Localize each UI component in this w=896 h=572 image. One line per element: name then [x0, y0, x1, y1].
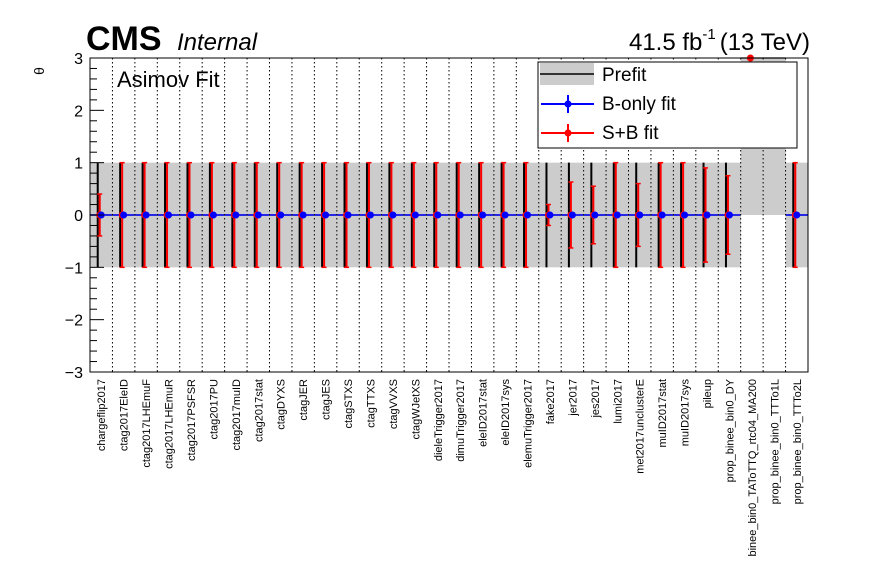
legend-bonly-marker	[564, 100, 572, 108]
x-tick-label: chargeflip2017	[96, 379, 108, 451]
bonly-point	[411, 211, 419, 219]
points	[96, 54, 801, 219]
bonly-point	[232, 211, 240, 219]
bonly-point	[366, 211, 374, 219]
bonly-point	[142, 211, 150, 219]
bonly-point	[658, 211, 666, 219]
x-tick-label: ctag2017PU	[208, 379, 220, 440]
bonly-point	[254, 211, 262, 219]
legend-bonly-label: B-only fit	[602, 94, 677, 115]
lumi-value: 41.5 fb	[629, 29, 702, 56]
bonly-point	[277, 211, 285, 219]
x-tick-label: ctagWJetXS	[410, 379, 422, 440]
x-tick-label: ctagSTXS	[343, 379, 355, 429]
bonly-point	[456, 211, 464, 219]
x-tick-label: ctagTTXS	[365, 379, 377, 428]
x-tick-label: fake2017	[545, 379, 557, 424]
x-tick-label: ctagDYXS	[276, 379, 288, 430]
legend-prefit-label: Prefit	[602, 65, 647, 86]
y-tick-label: −3	[65, 365, 83, 382]
x-tick-label: jer2017	[567, 379, 579, 417]
bonly-point	[793, 211, 801, 219]
bonly-point	[344, 211, 352, 219]
x-tick-label: met2017unclusterE	[635, 379, 647, 474]
bonly-point	[591, 211, 599, 219]
x-tick-label: prop_binee_bin0_TTTo2L	[792, 379, 804, 504]
x-tick-label: lumi2017	[612, 379, 624, 424]
legend-spb-label: S+B fit	[602, 123, 659, 144]
x-tick-label: ctag2017EleID	[119, 379, 131, 451]
y-tick-label: 0	[74, 208, 83, 225]
x-tick-label: ctag2017LHEmuR	[164, 379, 176, 469]
bonly-point	[681, 211, 689, 219]
bonly-point	[187, 211, 195, 219]
prefit-bands	[90, 57, 809, 268]
asimov-fit-label: Asimov Fit	[117, 67, 220, 92]
bonly-point	[120, 211, 128, 219]
x-tick-label: ctagVVXS	[388, 379, 400, 429]
x-tick-label: dimuTrigger2017	[455, 379, 467, 462]
y-tick-label: −1	[65, 260, 83, 277]
y-tick-label: 1	[74, 156, 83, 173]
x-tick-label: ctagJES	[321, 379, 333, 420]
bonly-point	[501, 211, 509, 219]
bonly-point	[703, 211, 711, 219]
bonly-point	[299, 211, 307, 219]
x-tick-label: jes2017	[590, 379, 602, 419]
x-tick-label: eleID2017sys	[500, 379, 512, 446]
x-tick-label: elemuTrigger2017	[523, 379, 535, 468]
legend-spb-marker	[564, 129, 572, 137]
bonly-point	[479, 211, 487, 219]
x-tick-label: muID2017stat	[657, 379, 669, 447]
x-tick-label: dieleTrigger2017	[433, 379, 445, 461]
internal-label: Internal	[177, 29, 258, 56]
bonly-point	[389, 211, 397, 219]
legend: Prefit B-only fit S+B fit	[537, 61, 798, 149]
energy-label: (13 TeV)	[720, 29, 810, 56]
x-tick-label: ctagJER	[298, 379, 310, 421]
y-axis: 3 2 1 0 −1 −2 −3	[65, 51, 104, 382]
bonly-point	[568, 211, 576, 219]
bonly-point	[636, 211, 644, 219]
bonly-point	[322, 211, 330, 219]
cms-label: CMS	[86, 20, 162, 58]
lumi-label: 41.5 fb-1 (13 TeV)	[629, 26, 810, 56]
x-tick-labels: chargeflip2017 ctag2017EleID ctag2017LHEmu…	[96, 378, 804, 556]
x-tick-label: muID2017sys	[680, 379, 692, 447]
bonly-point	[209, 211, 217, 219]
x-tick-label: ctag2017PSFSR	[186, 379, 198, 461]
y-tick-label: −2	[65, 313, 83, 330]
y-tick-label: 3	[74, 51, 83, 68]
bonly-point	[613, 211, 621, 219]
bonly-point	[725, 211, 733, 219]
x-tick-label: ctag2017stat	[253, 379, 265, 442]
bonly-point	[546, 211, 554, 219]
x-tick-label: ctag2017muID	[231, 379, 243, 451]
bonly-point	[524, 211, 532, 219]
x-tick-label: pileup	[702, 379, 714, 408]
y-tick-label: 2	[74, 103, 83, 120]
x-tick-label: ctag2017LHEmuF	[141, 379, 153, 468]
x-tick-label: prop_binee_bin0_TTTo1L	[769, 379, 781, 504]
bonly-point	[165, 211, 173, 219]
y-axis-label: θ	[31, 67, 47, 75]
x-tick-label: binee_bin0_TAToTTQ_rtc04_MA200	[747, 379, 759, 557]
x-tick-label: eleID2017stat	[478, 379, 490, 447]
lumi-exponent: -1	[702, 26, 715, 43]
x-tick-label: prop_binee_bin0_DY	[724, 378, 736, 482]
bonly-point	[434, 211, 442, 219]
